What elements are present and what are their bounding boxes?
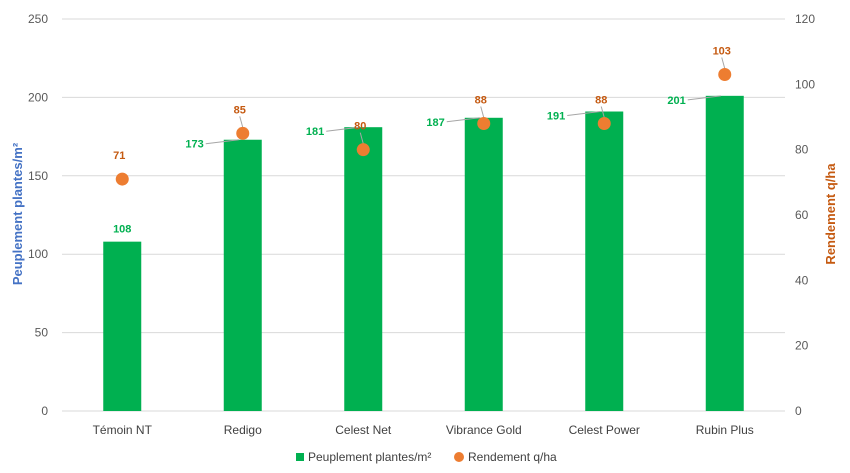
scatter-point [597, 117, 611, 131]
y2-tick-label: 0 [795, 404, 802, 418]
bar-data-label: 108 [113, 224, 131, 236]
leader-line [326, 126, 360, 132]
y-axis-right-ticks: 0 20 40 60 80 100 120 [795, 12, 815, 418]
y2-tick-label: 60 [795, 208, 809, 222]
x-tick-label: Celest Net [335, 423, 392, 437]
bar [223, 139, 262, 411]
bar [464, 117, 503, 411]
legend-swatch-rendement [454, 452, 464, 462]
x-tick-label: Rubin Plus [696, 423, 754, 437]
scatter-point [115, 172, 129, 186]
legend-label-peuplement: Peuplement plantes/m² [308, 450, 431, 464]
y-tick-label: 250 [28, 12, 48, 26]
leader-line [205, 139, 239, 145]
x-tick-label: Témoin NT [93, 423, 153, 437]
y2-tick-label: 40 [795, 273, 809, 287]
y2-tick-label: 120 [795, 12, 815, 26]
y-tick-label: 100 [28, 247, 48, 261]
leader-line [480, 106, 485, 118]
point-data-label: 103 [713, 46, 731, 58]
point-data-label: 80 [354, 121, 366, 133]
x-tick-label: Celest Power [569, 423, 640, 437]
bar [344, 127, 383, 411]
y-axis-left-ticks: 0 50 100 150 200 250 [28, 12, 48, 418]
legend-swatch-peuplement [296, 453, 304, 461]
y-axis-left-label: Peuplement plantes/m² [10, 142, 25, 285]
scatter-point [236, 126, 250, 140]
x-tick-label: Vibrance Gold [446, 423, 522, 437]
legend-label-rendement: Rendement q/ha [468, 450, 557, 464]
bar [103, 241, 142, 411]
point-data-label: 71 [113, 150, 125, 162]
bar-data-label: 187 [426, 117, 444, 129]
scatter-point [356, 143, 370, 157]
leader-line [687, 95, 721, 101]
scatter-point [718, 68, 732, 82]
leader-line [239, 116, 244, 128]
point-data-label: 88 [475, 95, 487, 107]
scatter-point [477, 117, 491, 131]
bar-data-label: 201 [667, 95, 685, 107]
y-tick-label: 0 [41, 404, 48, 418]
point-data-label: 88 [595, 95, 607, 107]
bar-data-label: 191 [547, 111, 565, 123]
leader-line [600, 106, 605, 118]
gridlines [62, 18, 785, 412]
leader-line [359, 132, 364, 144]
bar-series [103, 95, 744, 412]
scatter-series [115, 68, 732, 186]
leader-lines [205, 57, 726, 145]
bar-data-label: 181 [306, 126, 324, 138]
y-axis-right-label: Rendement q/ha [823, 163, 838, 265]
bar-data-label: 173 [185, 139, 203, 151]
bar [585, 111, 624, 412]
leader-line [567, 111, 601, 117]
y-tick-label: 150 [28, 169, 48, 183]
point-data-label: 85 [234, 104, 246, 116]
y-tick-label: 200 [28, 90, 48, 104]
y-tick-label: 50 [35, 326, 49, 340]
y2-tick-label: 100 [795, 77, 815, 91]
x-tick-label: Redigo [224, 423, 262, 437]
leader-line [721, 57, 726, 69]
leader-line [446, 117, 480, 123]
bar [705, 95, 744, 411]
point-data-labels: 71 85 80 88 88 103 [113, 46, 731, 163]
legend: Peuplement plantes/m² Rendement q/ha [296, 450, 557, 464]
y2-tick-label: 80 [795, 143, 809, 157]
y2-tick-label: 20 [795, 339, 809, 353]
x-axis-categories: Témoin NT Redigo Celest Net Vibrance Gold Ce… [93, 423, 754, 437]
bar-data-labels: 108 173 181 187 191 201 [113, 95, 686, 236]
